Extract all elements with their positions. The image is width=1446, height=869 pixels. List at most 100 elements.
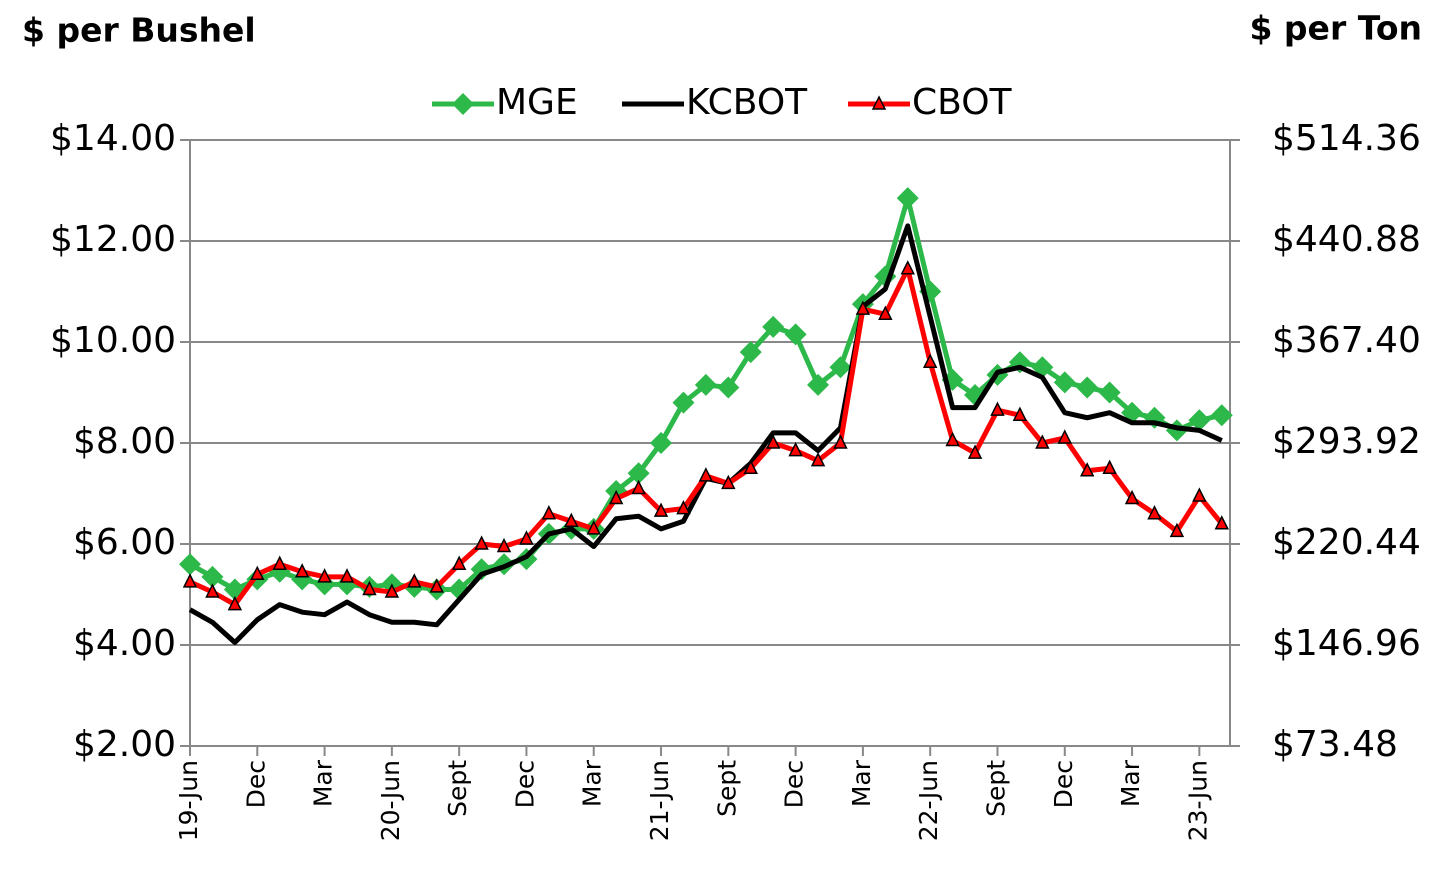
data-point bbox=[672, 391, 695, 414]
y-tick-label: $8.00 bbox=[73, 421, 176, 462]
data-point bbox=[339, 568, 355, 583]
data-point bbox=[631, 479, 646, 495]
data-point bbox=[945, 431, 960, 447]
data-point bbox=[694, 373, 717, 396]
y-tick-label: $2.00 bbox=[73, 724, 176, 765]
data-point bbox=[451, 555, 467, 570]
y2-tick-label: $293.92 bbox=[1272, 421, 1421, 462]
data-point bbox=[272, 555, 287, 570]
x-tick-label: 21-Jun bbox=[645, 760, 674, 841]
data-point bbox=[496, 537, 512, 553]
data-point bbox=[384, 583, 400, 598]
x-tick-label: Mar bbox=[1116, 759, 1145, 807]
data-point bbox=[896, 187, 919, 210]
data-point bbox=[407, 573, 422, 588]
data-point bbox=[833, 434, 848, 449]
y-tick-label: $14.00 bbox=[50, 118, 176, 159]
x-tick-label: Dec bbox=[780, 760, 809, 808]
x-tick-label: Dec bbox=[1049, 760, 1078, 808]
data-point bbox=[564, 512, 579, 528]
data-point bbox=[541, 505, 557, 520]
data-point bbox=[676, 499, 691, 515]
x-tick-label: 19-Jun bbox=[174, 760, 203, 841]
y2-tick-label: $73.48 bbox=[1272, 724, 1398, 765]
data-point bbox=[784, 323, 807, 346]
data-point bbox=[967, 444, 983, 459]
data-point bbox=[721, 474, 736, 490]
x-tick-label: 22-Jun bbox=[914, 760, 943, 841]
data-point bbox=[1192, 487, 1207, 502]
data-point bbox=[608, 489, 624, 505]
data-point bbox=[1053, 371, 1076, 394]
data-point bbox=[765, 434, 781, 449]
legend-marker bbox=[871, 95, 887, 110]
data-point bbox=[1169, 522, 1185, 538]
legend-marker bbox=[452, 93, 474, 115]
x-tick-label: Sept bbox=[981, 760, 1010, 817]
data-point bbox=[1012, 406, 1028, 421]
data-point bbox=[294, 563, 310, 578]
data-point bbox=[922, 353, 938, 368]
data-point bbox=[205, 583, 220, 598]
x-tick-label: Mar bbox=[309, 759, 338, 807]
y2-tick-label: $514.36 bbox=[1272, 118, 1421, 159]
x-tick-label: Mar bbox=[578, 759, 607, 807]
legend-label: MGE bbox=[496, 82, 578, 123]
y-axis-title: $ per Bushel bbox=[22, 11, 256, 50]
data-point bbox=[1098, 381, 1121, 404]
data-point bbox=[900, 260, 915, 275]
x-tick-label: 23-Jun bbox=[1183, 760, 1212, 841]
y2-tick-label: $220.44 bbox=[1272, 522, 1421, 563]
data-point bbox=[1076, 376, 1099, 399]
data-point bbox=[182, 573, 198, 588]
data-point bbox=[855, 300, 871, 315]
data-point bbox=[743, 459, 758, 474]
data-point bbox=[829, 356, 852, 379]
data-point bbox=[698, 467, 714, 482]
data-point bbox=[990, 401, 1005, 416]
data-point bbox=[519, 530, 534, 545]
y2-tick-label: $367.40 bbox=[1272, 320, 1421, 361]
data-point bbox=[717, 376, 740, 399]
data-point bbox=[1188, 409, 1211, 432]
data-point bbox=[1057, 429, 1072, 444]
data-point bbox=[474, 535, 489, 550]
data-point bbox=[429, 578, 444, 593]
data-point bbox=[627, 462, 650, 485]
data-point bbox=[653, 502, 669, 517]
y-tick-label: $10.00 bbox=[50, 320, 176, 361]
data-point bbox=[878, 305, 893, 320]
legend-label: CBOT bbox=[912, 82, 1013, 123]
y-tick-label: $12.00 bbox=[50, 219, 176, 260]
data-point bbox=[1147, 505, 1162, 520]
y-tick-label: $6.00 bbox=[73, 522, 176, 563]
legend-label: KCBOT bbox=[686, 82, 808, 123]
data-point bbox=[317, 568, 332, 583]
x-tick-label: Mar bbox=[847, 759, 876, 807]
data-point bbox=[650, 432, 673, 454]
data-point bbox=[1124, 489, 1140, 505]
data-point bbox=[762, 315, 785, 338]
x-tick-label: Sept bbox=[712, 760, 741, 817]
data-point bbox=[788, 441, 803, 457]
data-point bbox=[586, 520, 601, 535]
y2-tick-label: $146.96 bbox=[1272, 623, 1421, 664]
y-tick-label: $4.00 bbox=[73, 623, 176, 664]
x-tick-label: Dec bbox=[241, 760, 270, 808]
data-point bbox=[1214, 515, 1229, 530]
data-point bbox=[739, 341, 762, 364]
x-tick-label: Sept bbox=[443, 760, 472, 817]
y2-tick-label: $440.88 bbox=[1272, 219, 1421, 260]
data-point bbox=[201, 565, 224, 588]
data-point bbox=[1210, 404, 1233, 427]
data-point bbox=[362, 580, 377, 596]
x-tick-label: 20-Jun bbox=[376, 760, 405, 841]
data-point bbox=[227, 595, 243, 611]
data-point bbox=[1102, 459, 1117, 474]
data-point bbox=[1079, 462, 1095, 477]
data-point bbox=[250, 565, 265, 581]
y2-axis-title: $ per Ton bbox=[1249, 9, 1422, 48]
data-point bbox=[1035, 434, 1050, 449]
data-point bbox=[807, 373, 830, 396]
